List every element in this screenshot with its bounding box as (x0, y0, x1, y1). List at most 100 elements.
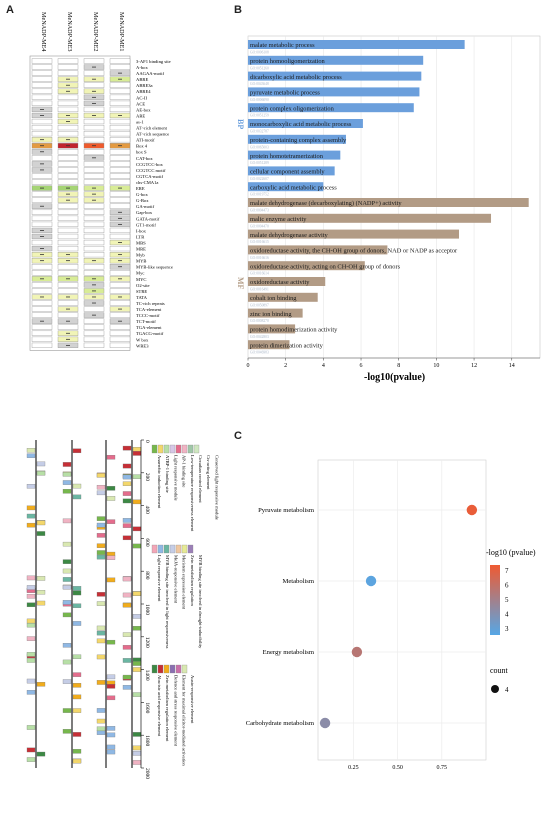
heatmap-cell (31, 70, 53, 76)
scale-axis-tick-label: 1000 (144, 604, 150, 615)
motif-box (72, 694, 82, 700)
heatmap-cell-mark (40, 296, 44, 298)
legend-swatch (157, 444, 164, 454)
go-term-id: GO:0022607 (250, 177, 269, 181)
heatmap-cell-mark (40, 230, 44, 231)
heatmap-cell-mark (66, 145, 70, 147)
motif-box (132, 474, 142, 479)
heatmap-cell (57, 149, 79, 155)
motif-box (62, 612, 72, 618)
legend-swatch (175, 664, 182, 674)
motif-box (62, 518, 72, 524)
heatmap-cell (83, 324, 105, 330)
heatmap-cell (83, 318, 105, 324)
heatmap-cell-mark (66, 199, 70, 201)
motif-box (72, 654, 82, 660)
motif-box (36, 531, 46, 536)
heatmap-column-label: MeNADP-ME3 (66, 12, 73, 52)
motif-box (132, 626, 142, 631)
heatmap-cell (31, 118, 53, 125)
x-axis-tick-label: 8 (397, 363, 400, 369)
heatmap-column-label: MeNADP-ME2 (92, 12, 99, 52)
legend-swatch (163, 544, 170, 554)
heatmap-cell (57, 270, 79, 276)
motif-box (26, 622, 36, 628)
heatmap-column-label: MeNADP-ME1 (118, 12, 125, 52)
heatmap-cell-mark (66, 187, 70, 189)
heatmap-cell (109, 100, 131, 106)
motif-box (26, 484, 36, 489)
legend-swatch (181, 664, 188, 674)
heatmap-cell-mark (118, 223, 122, 225)
heatmap-cell (57, 179, 79, 185)
scale-axis-tick-label: 800 (144, 571, 150, 580)
legend-swatch (163, 444, 170, 454)
motif-box (26, 575, 36, 581)
heatmap-cell (83, 330, 105, 336)
go-bar (248, 87, 420, 97)
heatmap-cell-mark (92, 302, 96, 304)
heatmap-cell-mark (66, 260, 70, 262)
go-term-label: malate dehydrogenase activity (250, 232, 329, 239)
heatmap-cell-mark (40, 205, 44, 207)
go-term-id: GO:0004473 (250, 209, 269, 213)
heatmap-cell-mark (92, 102, 96, 104)
heatmap-cell (109, 227, 131, 234)
color-legend-tick: 6 (505, 582, 509, 590)
heatmap-cell-mark (92, 66, 96, 68)
motif-box (62, 568, 72, 574)
go-bar (248, 55, 424, 65)
heatmap-cell (109, 155, 131, 161)
heatmap-cell (109, 300, 131, 306)
legend-swatch (151, 444, 158, 454)
legend-swatch (181, 444, 188, 454)
heatmap-cell (31, 282, 53, 288)
heatmap-cell (31, 215, 53, 221)
heatmap-cell (83, 221, 105, 227)
go-term-id: GO:0004470 (250, 224, 269, 228)
motif-box (106, 732, 116, 738)
heatmap-cell (83, 58, 105, 64)
x-axis-tick-label: 14 (509, 363, 515, 369)
heatmap-cell (109, 197, 131, 203)
category-label-mf: MF (236, 277, 245, 290)
heatmap-cell (109, 106, 131, 113)
heatmap-cell-mark (66, 278, 70, 280)
motif-box (26, 678, 36, 684)
go-bar (248, 198, 529, 207)
cis-element-label: LTR (136, 234, 145, 239)
motif-box (96, 490, 106, 496)
motif-box (122, 463, 132, 469)
heatmap-cell-mark (40, 145, 44, 147)
heatmap-cell (83, 215, 105, 221)
legend-entry: Defence and stress responsive element (173, 675, 178, 747)
cis-element-label: AT~rich element (136, 126, 168, 131)
motif-box (132, 543, 142, 549)
motif-box (26, 725, 36, 730)
motif-box (62, 559, 72, 564)
go-term-id: GO:0043648 (250, 82, 269, 86)
heatmap-cell (109, 282, 131, 288)
go-bar (248, 340, 290, 350)
motif-box (26, 602, 36, 608)
motif-box (106, 695, 116, 701)
motif-box (36, 461, 46, 467)
go-term-label: malate metabolic process (250, 42, 315, 49)
motif-box (96, 473, 106, 478)
go-bar (248, 261, 365, 271)
motif-box (122, 535, 132, 541)
go-bar (248, 166, 335, 176)
heatmap-cell (31, 306, 53, 312)
panel-b-label: B (234, 4, 242, 16)
heatmap-cell-mark (40, 163, 44, 165)
heatmap-cell-mark (92, 115, 96, 116)
legend-entry: Light responsive element (157, 555, 162, 602)
color-legend-tick: 4 (505, 611, 509, 619)
motif-box (132, 591, 142, 596)
motif-box (96, 730, 106, 735)
heatmap-cell-mark (92, 199, 96, 201)
heatmap-cell-mark (118, 242, 122, 243)
motif-box (106, 684, 116, 689)
go-term-label: oxidoreductase activity, the CH-OH group… (250, 248, 458, 255)
cis-element-label: MRE (136, 247, 146, 252)
